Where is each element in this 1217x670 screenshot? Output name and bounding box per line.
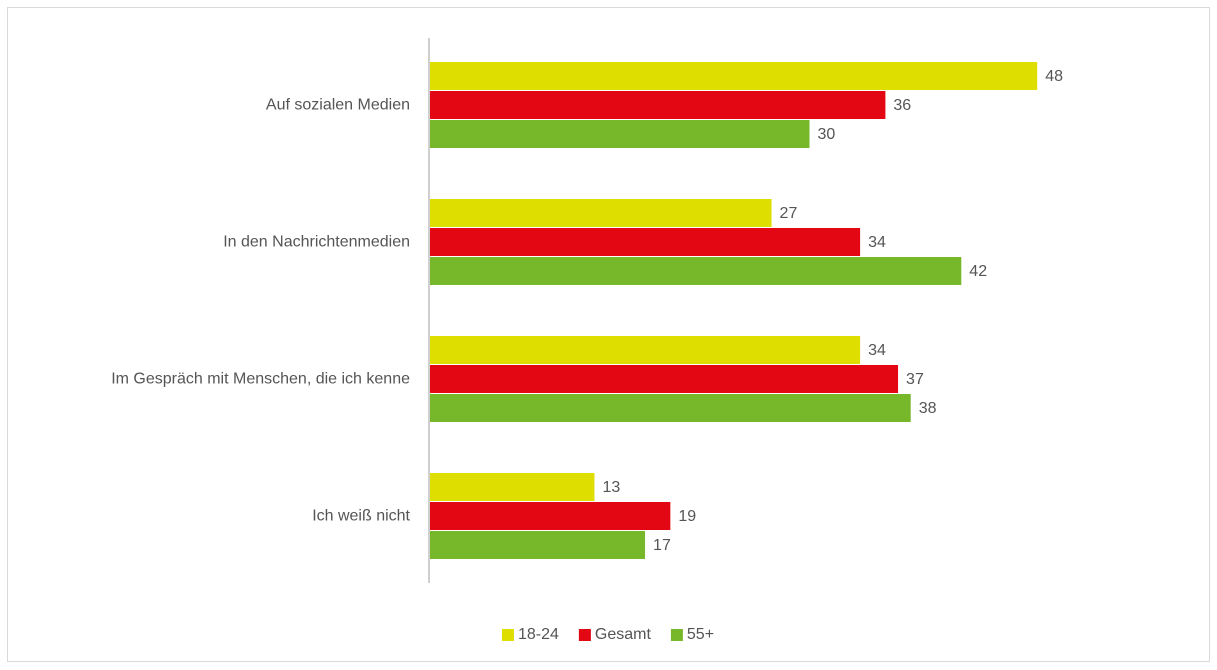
category-label: Ich weiß nicht — [312, 508, 410, 525]
data-label: 17 — [653, 537, 671, 554]
data-label: 38 — [919, 400, 937, 417]
bar — [430, 394, 911, 422]
bar — [430, 473, 595, 501]
bar — [430, 91, 886, 119]
bar — [430, 257, 962, 285]
category-label: In den Nachrichtenmedien — [223, 234, 410, 251]
legend-label: 18-24 — [518, 626, 559, 643]
bar — [430, 365, 899, 393]
category-label: Im Gespräch mit Menschen, die ich kenne — [111, 371, 410, 388]
legend-swatch — [501, 629, 514, 641]
data-label: 30 — [818, 126, 836, 143]
data-label: 37 — [906, 371, 924, 388]
legend-swatch — [578, 629, 591, 641]
legend-label: Gesamt — [595, 626, 652, 643]
data-label: 48 — [1045, 68, 1063, 85]
bar — [430, 502, 671, 530]
category-label: Auf sozialen Medien — [266, 97, 410, 114]
data-label: 36 — [893, 97, 911, 114]
data-label: 19 — [678, 508, 696, 525]
bar — [430, 199, 772, 227]
bar — [430, 228, 861, 256]
data-label: 27 — [780, 205, 798, 222]
data-label: 34 — [868, 342, 886, 359]
legend-swatch — [670, 629, 683, 641]
bar — [430, 62, 1038, 90]
data-label: 42 — [969, 263, 987, 280]
legend-label: 55+ — [687, 626, 714, 643]
bar — [430, 336, 861, 364]
bar — [430, 120, 810, 148]
data-label: 34 — [868, 234, 886, 251]
bar — [430, 531, 646, 559]
data-label: 13 — [602, 479, 620, 496]
